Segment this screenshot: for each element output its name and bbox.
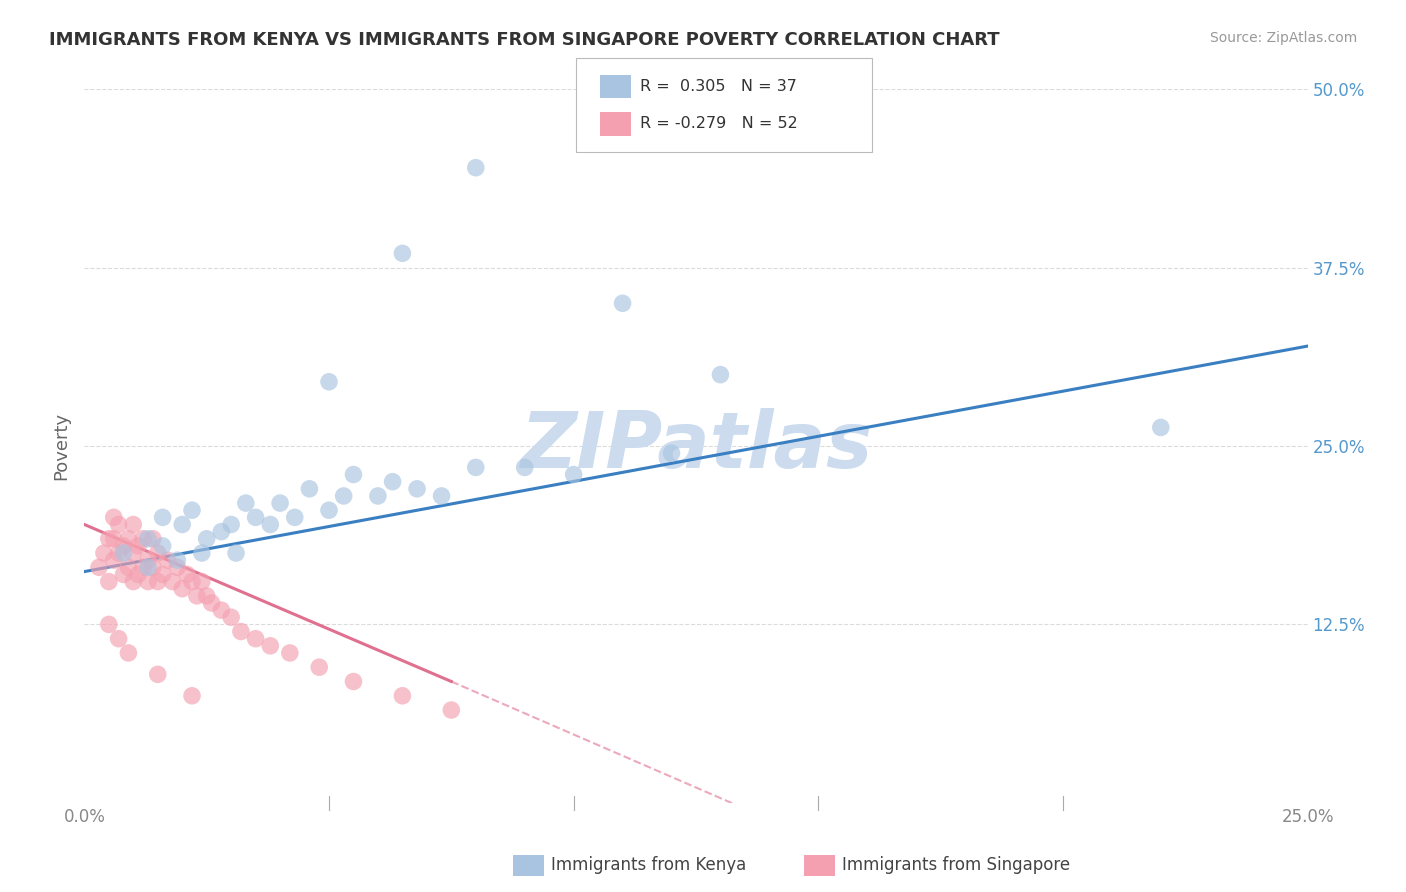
Point <box>342 674 364 689</box>
Point <box>103 532 125 546</box>
Point <box>97 532 120 546</box>
Point <box>318 375 340 389</box>
Point <box>122 546 145 560</box>
Point <box>406 482 429 496</box>
Text: Immigrants from Singapore: Immigrants from Singapore <box>842 856 1070 874</box>
Point <box>284 510 307 524</box>
Point <box>112 567 135 582</box>
Point <box>318 503 340 517</box>
Point <box>308 660 330 674</box>
Point <box>391 246 413 260</box>
Point <box>269 496 291 510</box>
Point <box>298 482 321 496</box>
Point <box>259 517 281 532</box>
Point <box>152 539 174 553</box>
Point <box>122 517 145 532</box>
Point <box>195 532 218 546</box>
Point <box>219 517 242 532</box>
Point <box>132 532 155 546</box>
Point <box>612 296 634 310</box>
Point <box>136 553 159 567</box>
Point <box>172 517 194 532</box>
Point <box>440 703 463 717</box>
Text: R = -0.279   N = 52: R = -0.279 N = 52 <box>640 117 797 131</box>
Point <box>172 582 194 596</box>
Point <box>464 161 486 175</box>
Point <box>245 632 267 646</box>
Point <box>661 446 683 460</box>
Y-axis label: Poverty: Poverty <box>52 412 70 480</box>
Point <box>103 510 125 524</box>
Point <box>107 546 129 560</box>
Point <box>146 574 169 589</box>
Point <box>513 460 536 475</box>
Point <box>117 646 139 660</box>
Point <box>97 617 120 632</box>
Point <box>112 539 135 553</box>
Point <box>122 574 145 589</box>
Point <box>166 553 188 567</box>
Point <box>191 574 214 589</box>
Point <box>93 546 115 560</box>
Point <box>1150 420 1173 434</box>
Point <box>156 553 179 567</box>
Point <box>186 589 208 603</box>
Point <box>176 567 198 582</box>
Point <box>136 532 159 546</box>
Point <box>381 475 404 489</box>
Point <box>136 574 159 589</box>
Point <box>225 546 247 560</box>
Point <box>195 589 218 603</box>
Point <box>391 689 413 703</box>
Point <box>235 496 257 510</box>
Point <box>430 489 453 503</box>
Point <box>146 667 169 681</box>
Point <box>97 574 120 589</box>
Point <box>181 503 204 517</box>
Point <box>117 532 139 546</box>
Point <box>562 467 585 482</box>
Point <box>112 546 135 560</box>
Point <box>259 639 281 653</box>
Point <box>209 603 232 617</box>
Point <box>709 368 731 382</box>
Point <box>146 546 169 560</box>
Point <box>278 646 301 660</box>
Point <box>107 517 129 532</box>
Point <box>142 532 165 546</box>
Point <box>209 524 232 539</box>
Point <box>136 560 159 574</box>
Text: Immigrants from Kenya: Immigrants from Kenya <box>551 856 747 874</box>
Text: IMMIGRANTS FROM KENYA VS IMMIGRANTS FROM SINGAPORE POVERTY CORRELATION CHART: IMMIGRANTS FROM KENYA VS IMMIGRANTS FROM… <box>49 31 1000 49</box>
Point <box>464 460 486 475</box>
Point <box>127 539 149 553</box>
Point <box>166 560 188 574</box>
Point <box>127 567 149 582</box>
Text: ZIPatlas: ZIPatlas <box>520 408 872 484</box>
Point <box>117 560 139 574</box>
Point <box>103 553 125 567</box>
Point <box>342 467 364 482</box>
Point <box>367 489 389 503</box>
Point <box>162 574 184 589</box>
Text: R =  0.305   N = 37: R = 0.305 N = 37 <box>640 79 797 94</box>
Point <box>200 596 222 610</box>
Point <box>87 560 110 574</box>
Point <box>142 560 165 574</box>
Text: Source: ZipAtlas.com: Source: ZipAtlas.com <box>1209 31 1357 45</box>
Point <box>229 624 252 639</box>
Point <box>245 510 267 524</box>
Point <box>191 546 214 560</box>
Point <box>332 489 354 503</box>
Point <box>107 632 129 646</box>
Point <box>219 610 242 624</box>
Point <box>152 567 174 582</box>
Point <box>132 560 155 574</box>
Point <box>181 574 204 589</box>
Point <box>152 510 174 524</box>
Point <box>181 689 204 703</box>
